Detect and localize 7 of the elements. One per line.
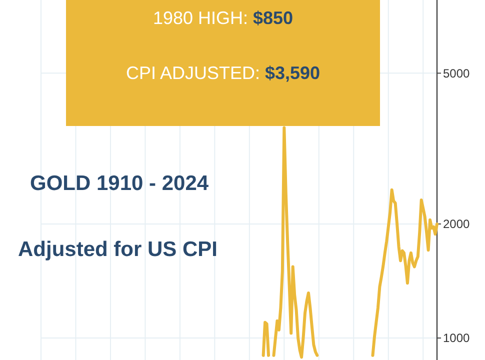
- annotation: 1980 HIGH: $850: [152, 8, 294, 28]
- annotation: CPI ADJUSTED: $3,590: [126, 63, 320, 83]
- text: GOLD 1910 - 2024: [30, 172, 209, 195]
- y-tick-label: 5000: [443, 66, 470, 80]
- y-tick-label: 2000: [443, 217, 470, 232]
- y-tick-label: 1000: [443, 331, 470, 346]
- text: Adjusted for US CPI: [18, 238, 218, 261]
